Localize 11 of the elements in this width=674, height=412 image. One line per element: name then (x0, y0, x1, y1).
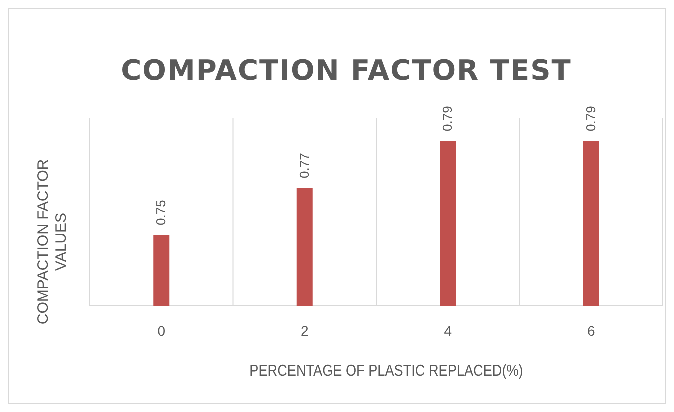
x-tick-label: 6 (587, 323, 596, 339)
data-label: 0.75 (154, 200, 169, 226)
x-tick-label: 4 (444, 323, 452, 339)
chart-title: COMPACTION FACTOR TEST (121, 54, 572, 87)
data-label: 0.79 (583, 106, 598, 132)
y-axis-title: COMPACTION FACTOR VALUES (35, 159, 70, 325)
x-tick-label: 0 (158, 323, 166, 339)
data-label: 0.77 (296, 153, 312, 178)
x-tick-label: 2 (300, 323, 309, 339)
x-axis-title: PERCENTAGE OF PLASTIC REPLACED(%) (250, 363, 524, 380)
data-label: 0.79 (440, 106, 456, 132)
